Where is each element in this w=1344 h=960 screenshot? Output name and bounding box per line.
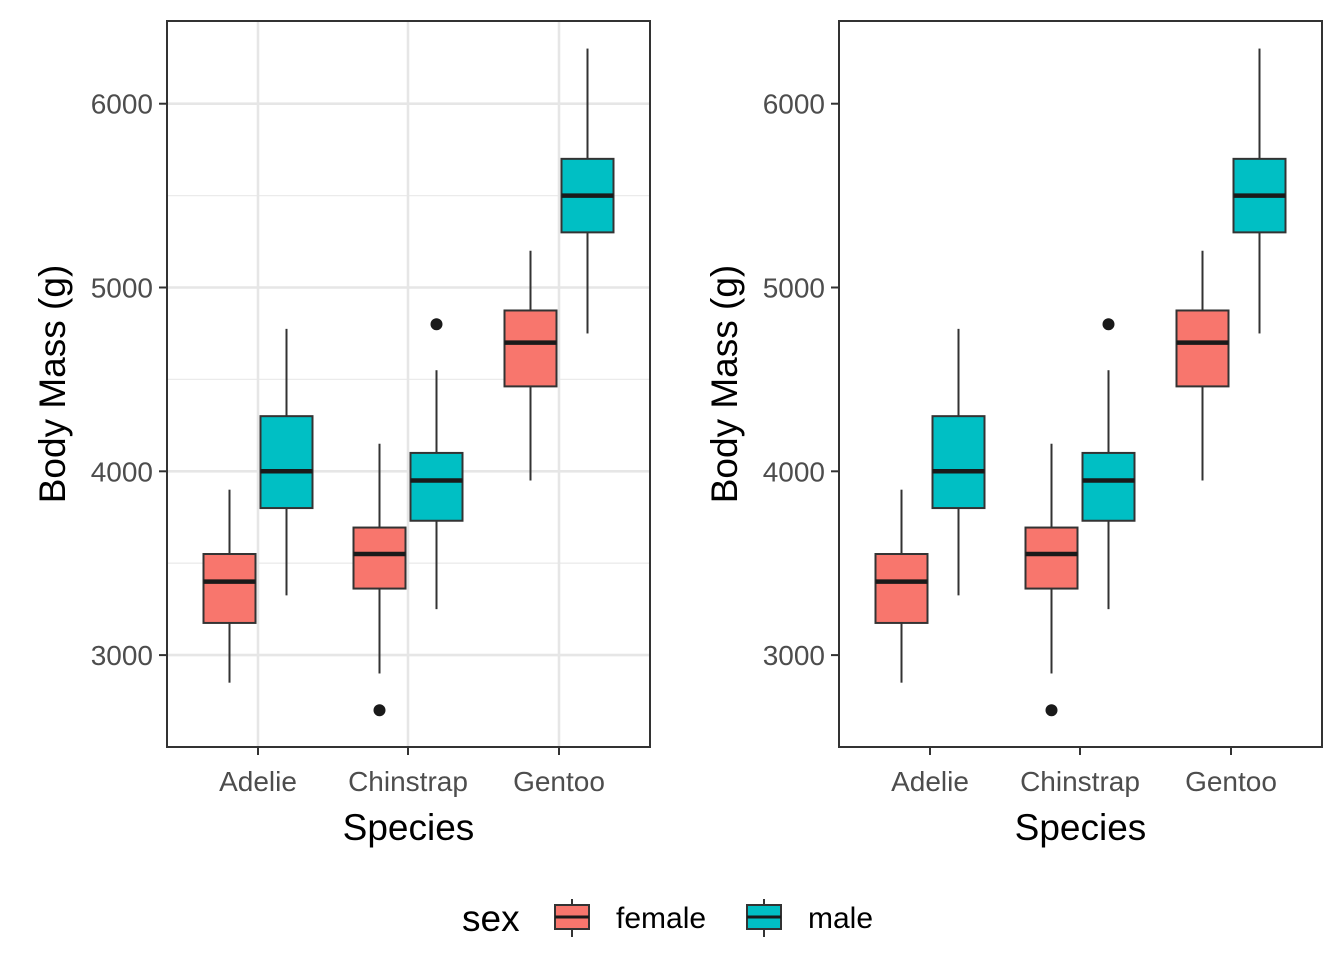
y-tick-label: 3000 <box>91 640 153 671</box>
plot-background <box>839 21 1322 747</box>
x-tick-label: Chinstrap <box>348 766 468 797</box>
boxplot-female-chinstrap <box>352 443 407 717</box>
boxplot-female-chinstrap <box>1024 443 1079 717</box>
boxplot-female-adelie <box>874 489 929 683</box>
y-axis: 3000 4000 5000 6000 <box>763 89 839 671</box>
boxplot-female-gentoo <box>503 250 558 481</box>
box <box>931 415 986 510</box>
box-marks <box>202 48 615 717</box>
legend: sex female male <box>462 898 873 939</box>
gridlines <box>167 21 650 747</box>
y-axis: 3000 4000 5000 6000 <box>91 89 167 671</box>
y-tick-label: 6000 <box>91 89 153 120</box>
boxplot-male-gentoo <box>560 48 615 334</box>
y-tick-label: 5000 <box>763 273 825 304</box>
outlier-point <box>1102 318 1115 331</box>
x-axis-title: Species <box>1015 807 1147 848</box>
x-tick-label: Adelie <box>891 766 969 797</box>
y-axis-title: Body Mass (g) <box>32 265 73 504</box>
legend-item-label: female <box>616 902 706 935</box>
outlier-point <box>430 318 443 331</box>
x-axis-title: Species <box>343 807 475 848</box>
y-tick-label: 4000 <box>763 456 825 487</box>
x-axis: Adelie Chinstrap Gentoo <box>219 747 605 797</box>
boxplot-female-adelie <box>202 489 257 683</box>
box <box>874 553 929 624</box>
box <box>352 526 407 590</box>
boxplot-male-chinstrap <box>409 318 464 610</box>
x-tick-label: Chinstrap <box>1020 766 1140 797</box>
legend-items: female male <box>554 899 873 937</box>
y-tick-label: 5000 <box>91 273 153 304</box>
x-axis: Adelie Chinstrap Gentoo <box>891 747 1277 797</box>
box <box>1175 309 1230 388</box>
box <box>1024 526 1079 590</box>
boxplot-male-chinstrap <box>1081 318 1136 610</box>
x-tick-label: Gentoo <box>1185 766 1277 797</box>
boxplot-male-gentoo <box>1232 48 1287 334</box>
legend-item-female: female <box>554 899 706 937</box>
box <box>259 415 314 510</box>
y-axis-title: Body Mass (g) <box>704 265 745 504</box>
y-tick-label: 4000 <box>91 456 153 487</box>
chart-panel-right: 3000 4000 5000 6000 Adelie Chinstrap Gentoo Spe… <box>704 20 1323 848</box>
legend-item-male: male <box>746 899 873 937</box>
outlier-point <box>373 704 386 717</box>
x-tick-label: Adelie <box>219 766 297 797</box>
y-tick-label: 3000 <box>763 640 825 671</box>
box <box>1081 451 1136 522</box>
y-tick-label: 6000 <box>763 89 825 120</box>
chart-panels: 3000 4000 5000 6000 Adelie Chinstrap Gentoo Spe… <box>32 20 1323 848</box>
chart-panel-left: 3000 4000 5000 6000 Adelie Chinstrap Gentoo Spe… <box>32 20 651 848</box>
x-tick-label: Gentoo <box>513 766 605 797</box>
box <box>409 451 464 522</box>
outlier-point <box>1045 704 1058 717</box>
box-marks <box>874 48 1287 717</box>
legend-item-label: male <box>808 902 873 935</box>
legend-title: sex <box>462 898 520 939</box>
boxplot-male-adelie <box>931 328 986 596</box>
box <box>202 553 257 624</box>
box <box>503 309 558 388</box>
boxplot-female-gentoo <box>1175 250 1230 481</box>
boxplot-male-adelie <box>259 328 314 596</box>
